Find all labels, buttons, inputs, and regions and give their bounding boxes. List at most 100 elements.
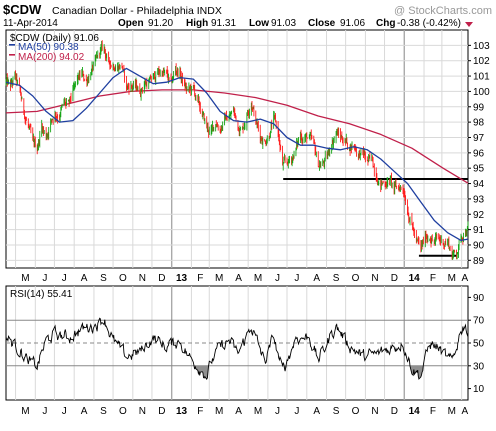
price-panel: 89 90 91 92 93 94 95 96 97 98 99 100 101 102 103 $CDW … <box>5 29 490 269</box>
x-tick-label: M <box>448 406 456 417</box>
x-tick-label: M <box>215 273 223 284</box>
x-tick-label: J <box>294 406 299 417</box>
quote-line: Open 91.20 High 91.31 Low 91.03 Close 91… <box>118 18 473 29</box>
price-axis: 89 90 91 92 93 94 95 96 97 98 99 100 101 102 103 <box>468 41 490 267</box>
price-tick-label: 96 <box>473 148 485 159</box>
x-tick-label: N <box>139 273 146 284</box>
price-legend-ma200: MA(200) 94.02 <box>18 52 85 63</box>
rsi-tick-label: 90 <box>473 293 485 304</box>
x-axis-top: M J J A S O N D 13 F M A M J J A S O N D 14 F M A <box>21 273 468 284</box>
rsi-tick-label: 10 <box>473 384 485 395</box>
price-legend-series: $CDW (Daily) 91.06 <box>10 33 99 44</box>
ma50-line <box>5 67 469 242</box>
low-label: Low <box>249 18 269 29</box>
x-tick-label: N <box>371 273 378 284</box>
x-tick-label: M <box>254 273 262 284</box>
price-tick-label: 102 <box>473 56 490 67</box>
rsi-panel: 10 30 50 70 90 RSI(14) 55.41 <box>5 285 485 401</box>
price-tick-label: 92 <box>473 210 485 221</box>
rsi-legend: RSI(14) 55.41 <box>10 289 73 300</box>
x-tick-label: 13 <box>176 273 188 284</box>
x-tick-label: A <box>235 406 242 417</box>
ma50-legend-swatch <box>9 44 15 46</box>
ma50-group <box>5 67 469 242</box>
x-tick-label: M <box>21 273 29 284</box>
rsi-tick-label: 70 <box>473 316 485 327</box>
x-tick-label: J <box>42 406 47 417</box>
rsi-group <box>5 317 469 381</box>
price-tick-label: 93 <box>473 194 485 205</box>
ma200-legend-swatch <box>9 54 15 56</box>
x-tick-label: F <box>197 273 203 284</box>
x-tick-label: 14 <box>409 406 421 417</box>
price-tick-label: 90 <box>473 240 485 251</box>
x-tick-label: D <box>158 406 165 417</box>
chg-value: -0.38 (-0.42%) <box>397 18 461 29</box>
x-tick-label: J <box>275 406 280 417</box>
x-tick-label: N <box>371 406 378 417</box>
price-group <box>5 40 469 260</box>
price-tick-label: 91 <box>473 225 485 236</box>
high-label: High <box>186 18 208 29</box>
x-tick-label: D <box>391 406 398 417</box>
x-tick-label: S <box>333 406 340 417</box>
x-tick-label: O <box>352 273 360 284</box>
x-tick-label: D <box>158 273 165 284</box>
price-tick-label: 100 <box>473 87 490 98</box>
x-tick-label: S <box>333 273 340 284</box>
x-tick-label: A <box>313 406 320 417</box>
low-value: 91.03 <box>271 18 296 29</box>
x-tick-label: A <box>81 406 88 417</box>
x-tick-label: A <box>235 273 242 284</box>
x-tick-label: J <box>42 273 47 284</box>
x-tick-label: M <box>21 406 29 417</box>
open-label: Open <box>118 18 144 29</box>
rsi-axis: 10 30 50 70 90 <box>468 293 485 395</box>
close-value: 91.06 <box>340 18 365 29</box>
ma200-group <box>5 89 469 184</box>
x-tick-label: S <box>100 406 107 417</box>
x-tick-label: M <box>448 273 456 284</box>
open-value: 91.20 <box>148 18 173 29</box>
quote-date: 11-Apr-2014 <box>3 18 58 29</box>
price-tick-label: 103 <box>473 41 490 52</box>
x-tick-label: F <box>197 406 203 417</box>
x-tick-label: F <box>430 406 436 417</box>
rsi-tick-label: 30 <box>473 361 485 372</box>
rsi-extreme-fill <box>6 318 468 380</box>
x-tick-label: N <box>139 406 146 417</box>
x-tick-label: A <box>81 273 88 284</box>
price-tick-label: 101 <box>473 72 490 83</box>
x-tick-label: J <box>62 273 67 284</box>
x-tick-label: M <box>215 406 223 417</box>
support-lines <box>283 177 468 257</box>
price-panel-frame <box>5 29 469 269</box>
x-tick-label: F <box>430 273 436 284</box>
rsi-line <box>5 317 469 381</box>
symbol-description: Canadian Dollar - Philadelphia INDX <box>52 5 222 17</box>
price-tick-label: 99 <box>473 102 485 113</box>
x-tick-label: 14 <box>409 273 421 284</box>
x-tick-label: A <box>461 406 468 417</box>
rsi-tick-label: 50 <box>473 339 485 350</box>
price-tick-label: 98 <box>473 118 485 129</box>
rsi-oversold-fill <box>6 365 468 380</box>
watermark: @ StockCharts.com <box>394 5 492 17</box>
price-tick-label: 94 <box>473 179 485 190</box>
close-label: Close <box>308 18 336 29</box>
x-tick-label: O <box>119 406 127 417</box>
x-tick-label: M <box>254 406 262 417</box>
x-tick-label: A <box>461 273 468 284</box>
x-tick-label: 13 <box>176 406 188 417</box>
price-legend-ma50: MA(50) 90.38 <box>18 42 79 53</box>
chg-label: Chg <box>376 18 395 29</box>
x-tick-label: D <box>391 273 398 284</box>
rsi-grid <box>6 286 468 400</box>
x-tick-label: S <box>100 273 107 284</box>
x-axis-bottom: M J J A S O N D 13 F M A M J J A S O N D 14 F M A <box>21 406 468 417</box>
x-tick-label: O <box>352 406 360 417</box>
price-legend: $CDW (Daily) 91.06 MA(50) 90.38 MA(200) … <box>9 33 99 63</box>
x-tick-label: J <box>275 273 280 284</box>
ma200-line <box>5 89 469 184</box>
